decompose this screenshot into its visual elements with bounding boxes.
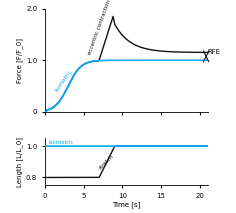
Text: RFE: RFE (208, 49, 221, 55)
Text: eccentric contraction: eccentric contraction (88, 0, 112, 55)
X-axis label: Time [s]: Time [s] (112, 202, 140, 209)
Text: stretch: stretch (97, 154, 115, 171)
Y-axis label: Length [L/L_0]: Length [L/L_0] (17, 137, 23, 187)
Y-axis label: Force [F/F_0]: Force [F/F_0] (17, 38, 23, 83)
Text: isometric: isometric (49, 140, 74, 145)
Text: isometric: isometric (54, 69, 73, 92)
